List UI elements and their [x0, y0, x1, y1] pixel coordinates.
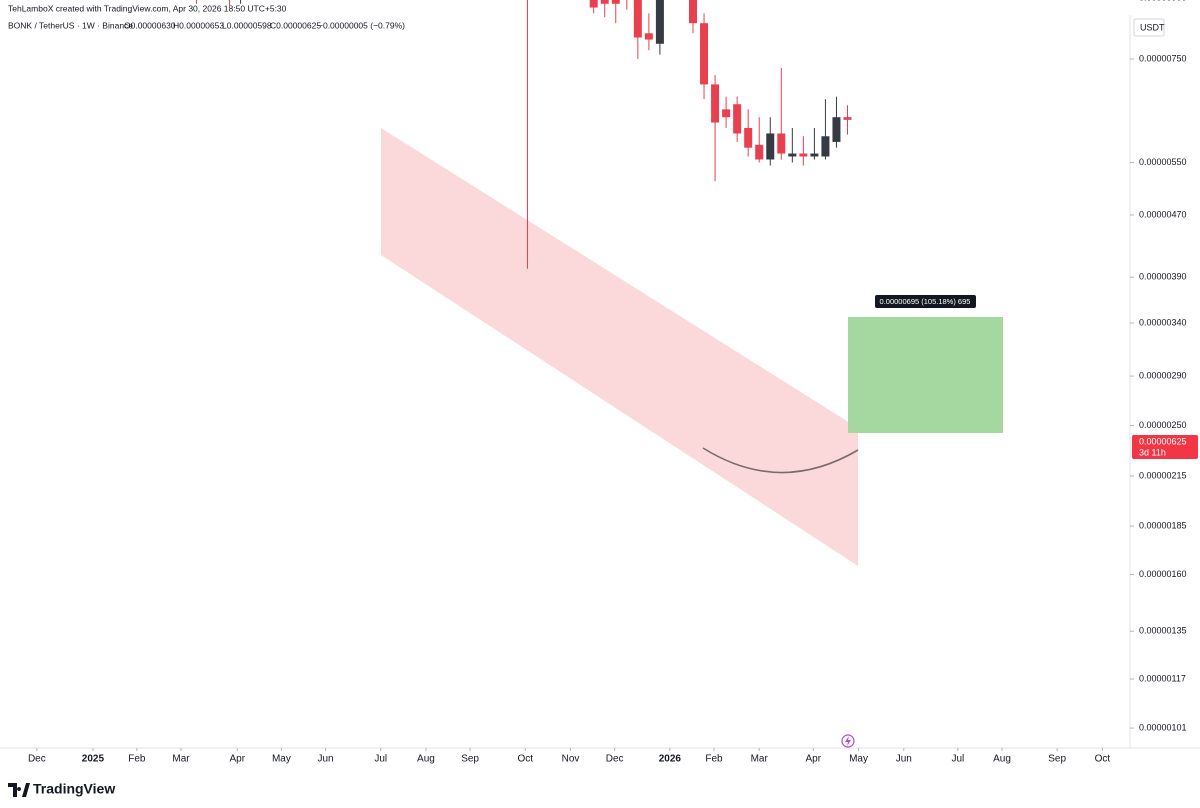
- candle-body: [788, 153, 797, 157]
- candle-body: [799, 153, 808, 157]
- candle-body: [766, 133, 775, 160]
- candle-body: [722, 109, 731, 118]
- y-tick-label: 0.00000900: [1139, 0, 1187, 3]
- legend-close: C0.00000625: [270, 20, 321, 30]
- x-tick-label: Jun: [317, 754, 333, 765]
- legend-high: H0.00000653: [173, 20, 224, 30]
- y-tick-label: 0.00000135: [1139, 626, 1187, 636]
- x-tick-label: 2026: [659, 754, 682, 765]
- last-price-box: [1132, 435, 1198, 459]
- rounded-bottom-curve[interactable]: [702, 447, 859, 474]
- brand-name: TradingView: [33, 781, 115, 797]
- position-label-box: [875, 295, 976, 308]
- x-tick-label: Dec: [28, 754, 46, 765]
- x-tick-label: Feb: [128, 754, 146, 765]
- x-tick-label: Sep: [1048, 754, 1066, 765]
- y-tick-label: 0.00000250: [1139, 420, 1187, 430]
- target-zone[interactable]: [848, 317, 1003, 433]
- currency: USDT: [1140, 22, 1165, 32]
- x-tick-label: Aug: [993, 754, 1011, 765]
- brand-mark: [8, 783, 30, 797]
- x-tick-label: Feb: [705, 754, 723, 765]
- countdown: 3d 11h: [1139, 447, 1166, 457]
- y-tick-label: 0.00000160: [1139, 569, 1187, 579]
- author-line: TehLamboX created with TradingView.com, …: [8, 3, 287, 13]
- candle-body: [655, 0, 664, 44]
- y-tick-label: 0.00000215: [1139, 470, 1187, 480]
- x-tick-label: Oct: [517, 754, 533, 765]
- y-tick-label: 0.00000117: [1139, 673, 1186, 683]
- candle-body: [733, 104, 742, 134]
- y-tick-label: 0.00000290: [1139, 370, 1187, 380]
- symbol: BONK / TetherUS · 1W · Binance: [8, 20, 133, 30]
- y-tick-label: 0.00000750: [1139, 53, 1187, 63]
- candle-body: [689, 0, 698, 24]
- legend-low: L0.00000598: [222, 20, 272, 30]
- candle-body: [744, 127, 753, 148]
- candle-body: [755, 144, 764, 160]
- y-tick-label: 0.00000470: [1139, 209, 1187, 219]
- x-tick-label: May: [272, 754, 291, 765]
- x-tick-label: Dec: [606, 754, 624, 765]
- candle-body: [611, 0, 620, 4]
- x-tick-label: Mar: [172, 754, 190, 765]
- x-tick-label: 2025: [82, 754, 105, 765]
- y-tick-label: 0.00000390: [1139, 272, 1187, 282]
- y-tick-label: 0.00000340: [1139, 317, 1187, 327]
- candle-body: [843, 117, 852, 120]
- x-tick-label: Mar: [751, 754, 769, 765]
- currency-box[interactable]: [1133, 18, 1165, 37]
- candle-body: [777, 133, 786, 154]
- candle-body: [700, 23, 709, 85]
- position-label: 0.00000695 (105.18%) 695: [880, 297, 971, 306]
- candle-body: [644, 33, 653, 40]
- x-tick-label: Apr: [806, 754, 822, 765]
- legend-change: −0.00000005 (−0.79%): [318, 20, 405, 30]
- brand-logo[interactable]: TradingView: [8, 781, 115, 797]
- candle-body: [589, 0, 598, 8]
- candle-body: [633, 0, 642, 38]
- events-icon[interactable]: [841, 734, 855, 748]
- last-price: 0.00000625: [1139, 436, 1187, 446]
- x-tick-label: Aug: [417, 754, 435, 765]
- y-tick-label: 0.00000185: [1139, 520, 1187, 530]
- candle-body: [810, 153, 819, 157]
- x-tick-label: Nov: [562, 754, 580, 765]
- x-tick-label: May: [849, 754, 868, 765]
- candle-body: [600, 0, 609, 4]
- x-tick-label: Sep: [461, 754, 479, 765]
- x-tick-label: Jul: [374, 754, 387, 765]
- y-tick-label: 0.00000101: [1139, 722, 1187, 732]
- x-tick-label: Jul: [951, 754, 964, 765]
- candles: [195, 0, 852, 269]
- candle-body: [711, 84, 720, 123]
- candle-body: [821, 136, 830, 157]
- descending-channel[interactable]: [381, 128, 858, 566]
- candle-body: [832, 117, 841, 142]
- x-tick-label: Jun: [896, 754, 912, 765]
- x-tick-label: Oct: [1095, 754, 1111, 765]
- legend-open: O0.00000630: [124, 20, 176, 30]
- y-tick-label: 0.00000550: [1139, 157, 1187, 167]
- x-tick-label: Apr: [229, 754, 245, 765]
- events-icon-bolt: [845, 736, 851, 746]
